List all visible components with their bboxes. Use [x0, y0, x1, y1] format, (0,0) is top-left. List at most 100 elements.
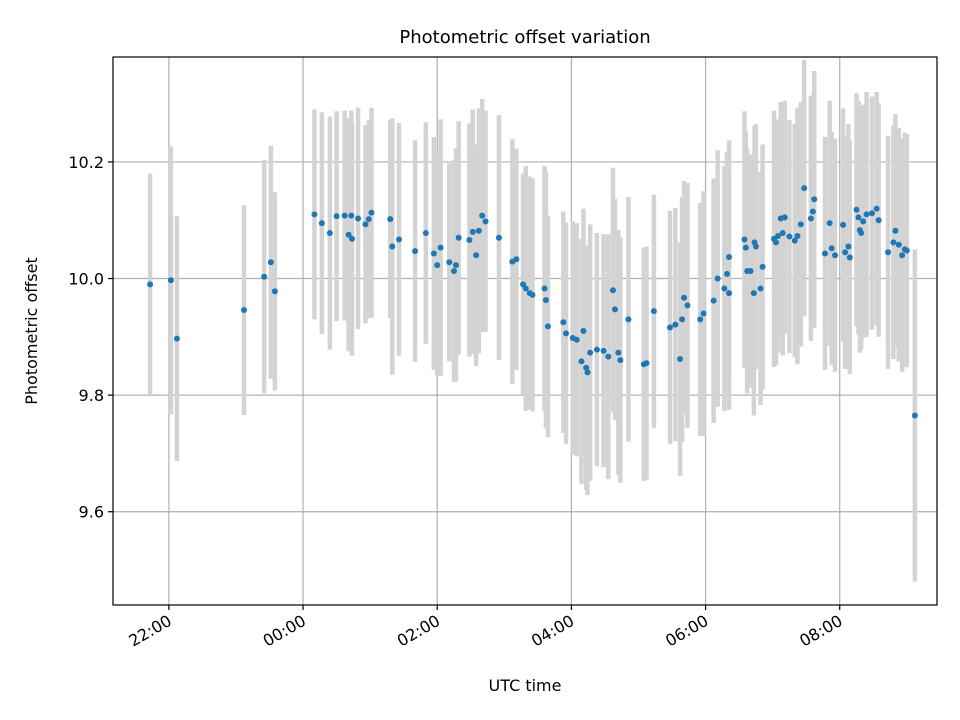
data-point [365, 216, 372, 223]
data-point [863, 211, 870, 218]
data-point [609, 287, 616, 294]
data-point [455, 234, 462, 241]
data-point [541, 285, 548, 292]
data-point [267, 259, 274, 266]
data-point [389, 243, 396, 250]
data-points [147, 185, 918, 419]
data-point [742, 244, 749, 251]
data-point [858, 230, 865, 237]
data-point [643, 360, 650, 367]
data-point [617, 357, 624, 364]
data-point [348, 212, 355, 219]
data-point [573, 336, 580, 343]
data-point [450, 267, 457, 274]
data-point [807, 215, 814, 222]
data-point [794, 232, 801, 239]
data-point [801, 185, 808, 192]
data-point [710, 297, 717, 304]
data-point [479, 212, 486, 219]
data-point [482, 218, 489, 225]
data-point [846, 254, 853, 261]
data-point [697, 316, 704, 323]
data-point [779, 230, 786, 237]
data-point [911, 412, 918, 419]
data-point [724, 270, 731, 277]
data-point [747, 267, 754, 274]
data-point [741, 236, 748, 243]
data-point [473, 252, 480, 259]
data-point [412, 248, 419, 255]
data-point [446, 259, 453, 266]
data-point [821, 250, 828, 257]
data-point [832, 252, 839, 259]
data-point [781, 214, 788, 221]
data-point [726, 290, 733, 297]
data-point [890, 239, 897, 246]
data-point [430, 250, 437, 257]
data-point [387, 216, 394, 223]
data-point [875, 217, 882, 224]
y-axis-ticks: 9.6 9.8 10.0 10.2 [68, 153, 113, 522]
data-point [368, 209, 375, 216]
data-point [868, 210, 875, 217]
data-point [826, 220, 833, 227]
data-point [544, 323, 551, 330]
data-point [775, 232, 782, 239]
data-point [173, 335, 180, 342]
y-tick-label: 10.0 [68, 270, 104, 289]
data-point [811, 196, 818, 203]
data-point [600, 347, 607, 354]
data-point [845, 243, 852, 250]
data-point [611, 306, 618, 313]
data-point [345, 231, 352, 238]
data-point [355, 215, 362, 222]
data-point [667, 324, 674, 331]
y-tick-label: 9.6 [79, 503, 104, 522]
data-point [726, 253, 733, 260]
data-point [434, 262, 441, 269]
data-point [341, 212, 348, 219]
data-point [318, 220, 325, 227]
data-point [750, 290, 757, 297]
data-point [650, 308, 657, 315]
data-point [326, 230, 333, 237]
data-point [855, 214, 862, 221]
y-axis-label: Photometric offset [22, 257, 41, 405]
data-point [422, 230, 429, 237]
data-point [147, 281, 154, 288]
data-point [752, 243, 759, 250]
data-point [721, 285, 728, 292]
data-point [349, 235, 356, 242]
data-point [469, 228, 476, 235]
data-point [797, 221, 804, 228]
data-point [437, 244, 444, 251]
data-point [684, 302, 691, 309]
data-point [362, 221, 369, 228]
data-point [679, 316, 686, 323]
data-point [828, 245, 835, 252]
data-point [395, 236, 402, 243]
data-point [593, 346, 600, 353]
data-point [681, 294, 688, 301]
data-point [542, 297, 549, 304]
data-point [615, 349, 622, 356]
data-point [578, 358, 585, 365]
data-point [772, 239, 779, 246]
data-point [241, 307, 248, 314]
data-point [786, 233, 793, 240]
data-point [672, 321, 679, 328]
data-point [584, 369, 591, 376]
data-point [759, 263, 766, 270]
data-point [899, 252, 906, 259]
data-point [563, 330, 570, 337]
data-point [892, 227, 899, 234]
data-point [333, 213, 340, 220]
data-point [261, 273, 268, 280]
data-point [466, 237, 473, 244]
y-tick-label: 10.2 [68, 153, 104, 172]
data-point [271, 288, 278, 295]
data-point [885, 249, 892, 256]
data-point [475, 227, 482, 234]
data-point [873, 205, 880, 212]
data-point [513, 256, 520, 263]
